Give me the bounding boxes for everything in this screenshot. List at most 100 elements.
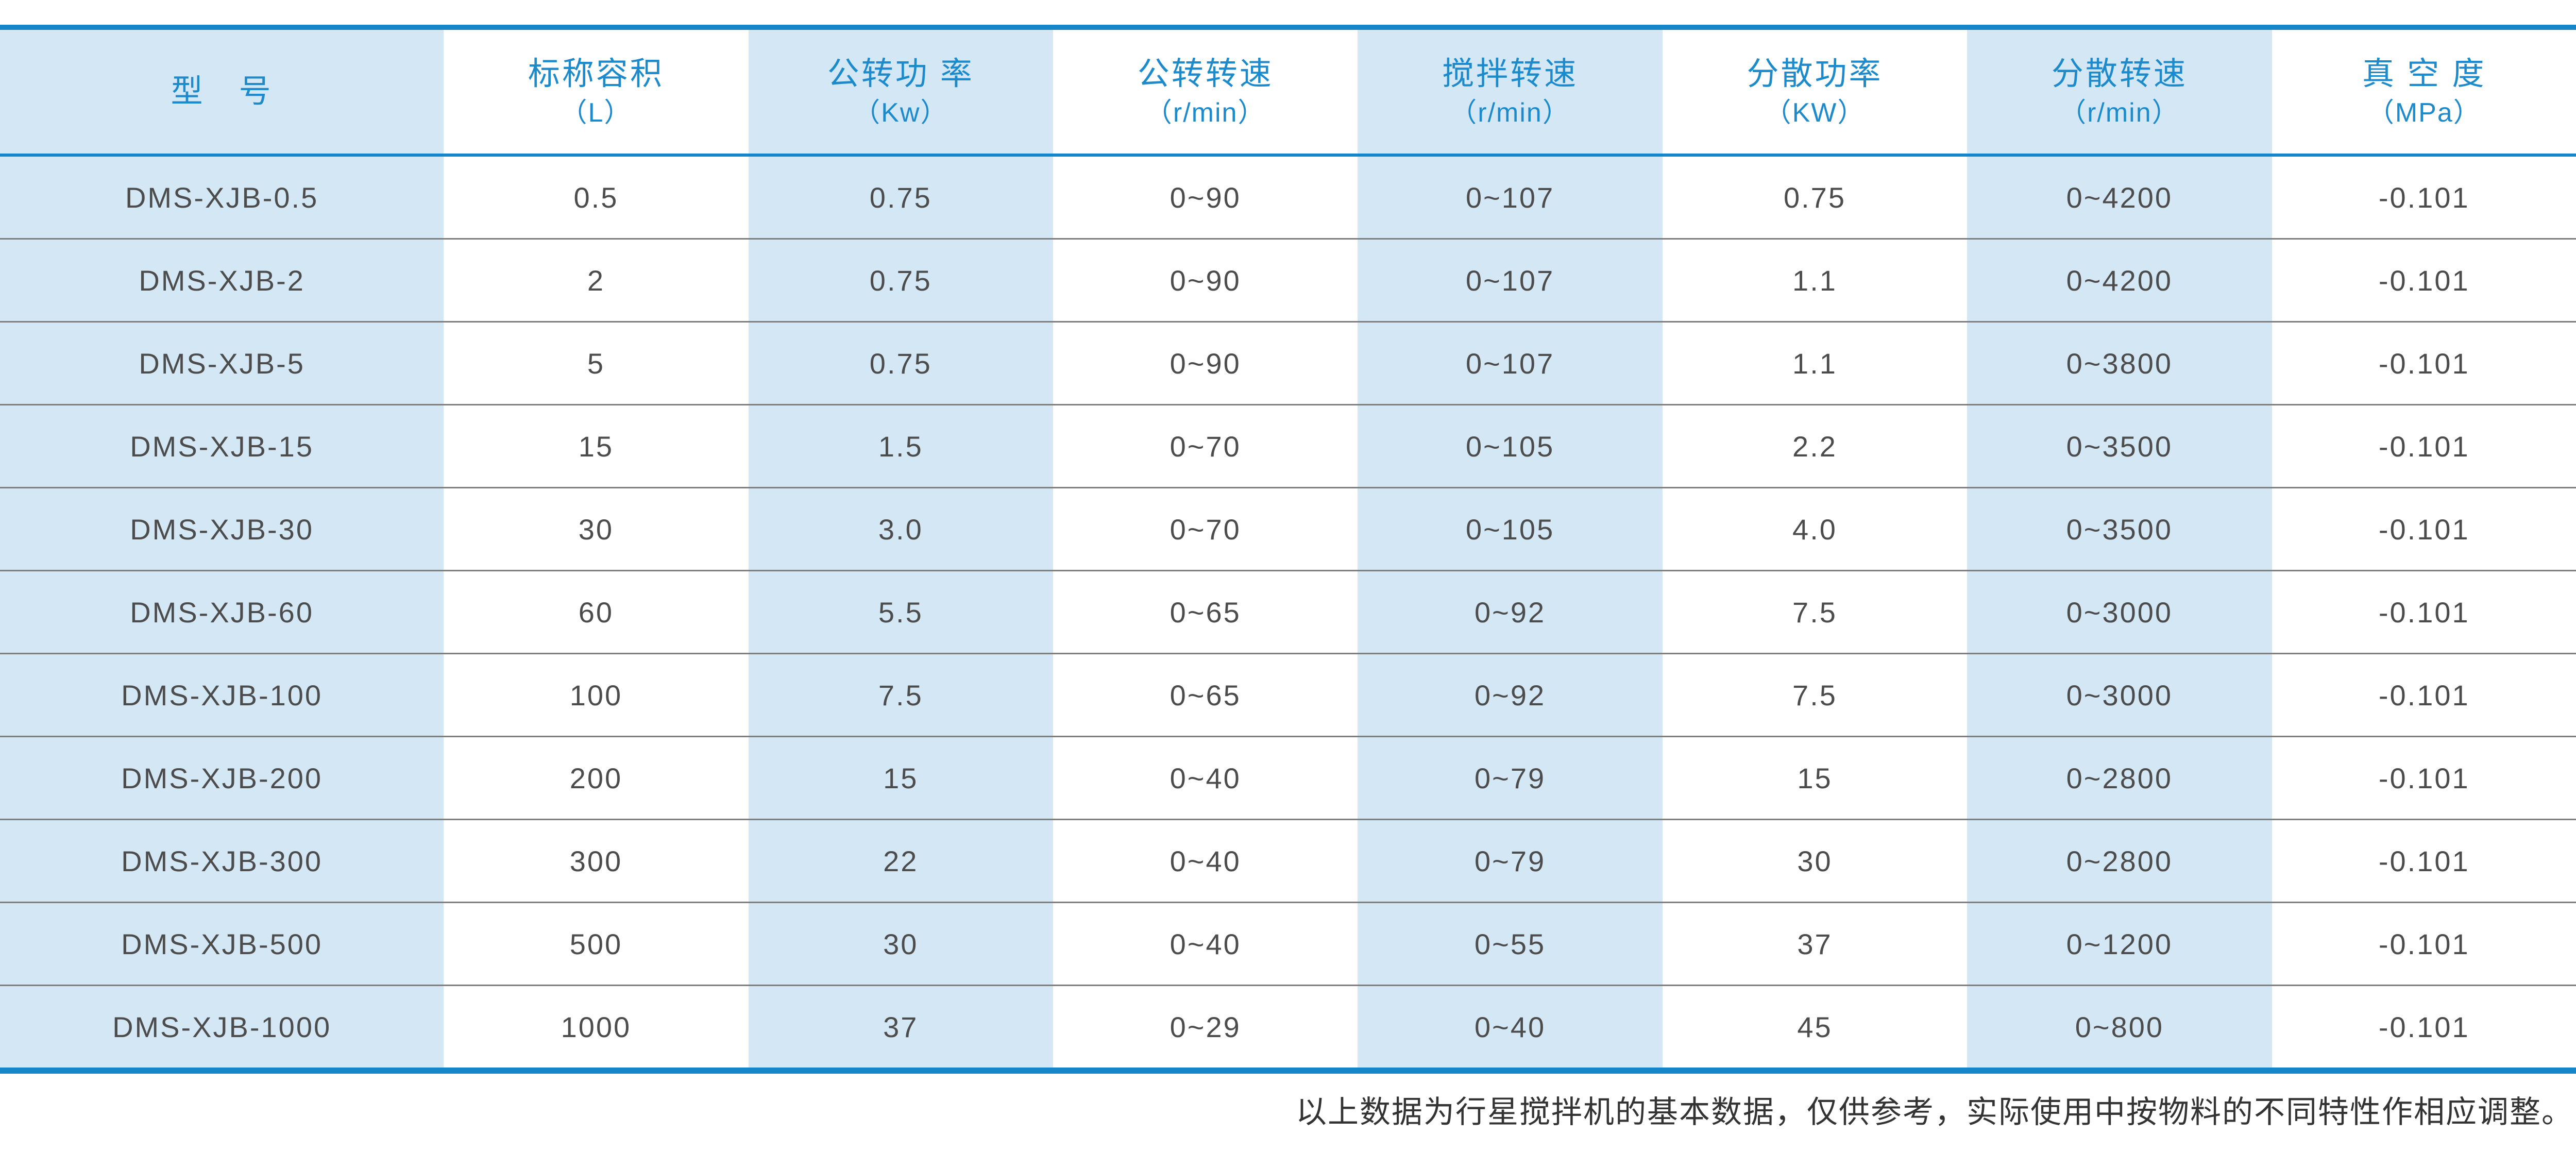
header-unit: （r/min） [2059,98,2180,128]
value-cell: 4.0 [1662,487,1968,571]
value-cell: 0~92 [1358,570,1663,654]
value-cell: 22 [748,819,1053,903]
header-cell-6: 分散转速 （r/min） [1967,27,2272,157]
value-cell: 0.75 [1662,155,1968,239]
value-cell: 1.5 [748,404,1053,488]
value-cell: 1000 [444,985,749,1071]
value-cell: -0.101 [2272,321,2576,405]
value-cell: 0~3500 [1967,404,2272,488]
value-cell: 0~2800 [1967,736,2272,820]
header-unit: （r/min） [1145,98,1266,128]
value-cell: 0~3000 [1967,653,2272,737]
value-cell: 3.0 [748,487,1053,571]
value-cell: 0~90 [1053,321,1358,405]
value-cell: 2 [444,238,749,322]
value-cell: 0.5 [444,155,749,239]
value-cell: 0~1200 [1967,902,2272,986]
header-cell-0: 型 号 [0,27,444,157]
value-cell: 30 [444,487,749,571]
value-cell: 0~2800 [1967,819,2272,903]
table-row-8: DMS-XJB-300 300 22 0~40 0~79 30 0~2800 -0.101 [0,819,2576,903]
table-row-1: DMS-XJB-2 2 0.75 0~90 0~107 1.1 0~4200 -0.101 [0,238,2576,322]
value-cell: 15 [444,404,749,488]
table-row-0: DMS-XJB-0.5 0.5 0.75 0~90 0~107 0.75 0~4200 -0.… [0,155,2576,239]
spec-table-body: DMS-XJB-0.5 0.5 0.75 0~90 0~107 0.75 0~4200 -0.… [0,155,2576,1071]
value-cell: 0~800 [1967,985,2272,1071]
header-title: 型 号 [171,74,273,110]
table-row-6: DMS-XJB-100 100 7.5 0~65 0~92 7.5 0~3000 -0.101 [0,653,2576,737]
header-title: 分散功率 [1747,56,1883,92]
table-row-9: DMS-XJB-500 500 30 0~40 0~55 37 0~1200 -0.101 [0,902,2576,986]
table-row-2: DMS-XJB-5 5 0.75 0~90 0~107 1.1 0~3800 -0.101 [0,321,2576,405]
value-cell: 0~107 [1358,321,1663,405]
value-cell: 0~3500 [1967,487,2272,571]
value-cell: 0~29 [1053,985,1358,1071]
value-cell: 0~105 [1358,404,1663,488]
value-cell: 0~90 [1053,238,1358,322]
value-cell: -0.101 [2272,902,2576,986]
value-cell: 0~92 [1358,653,1663,737]
value-cell: -0.101 [2272,404,2576,488]
model-cell: DMS-XJB-100 [0,653,444,737]
table-row-7: DMS-XJB-200 200 15 0~40 0~79 15 0~2800 -0.101 [0,736,2576,820]
table-row-10: DMS-XJB-1000 1000 37 0~29 0~40 45 0~800 -0.101 [0,985,2576,1071]
model-cell: DMS-XJB-200 [0,736,444,820]
model-cell: DMS-XJB-15 [0,404,444,488]
value-cell: 0~90 [1053,155,1358,239]
value-cell: 2.2 [1662,404,1968,488]
table-row-4: DMS-XJB-30 30 3.0 0~70 0~105 4.0 0~3500 -0.101 [0,487,2576,571]
value-cell: 60 [444,570,749,654]
value-cell: 0~40 [1053,736,1358,820]
value-cell: 1.1 [1662,321,1968,405]
value-cell: 15 [1662,736,1968,820]
header-cell-2: 公转功 率 （Kw） [748,27,1053,157]
header-title: 公转转速 [1137,56,1274,92]
value-cell: 37 [1662,902,1968,986]
value-cell: 0.75 [748,321,1053,405]
value-cell: -0.101 [2272,736,2576,820]
header-unit: （KW） [1764,98,1866,128]
value-cell: 100 [444,653,749,737]
value-cell: 0~40 [1053,902,1358,986]
header-title: 真 空 度 [2362,56,2486,92]
model-cell: DMS-XJB-2 [0,238,444,322]
value-cell: 7.5 [748,653,1053,737]
header-unit: （Kw） [853,98,948,128]
value-cell: 0~40 [1053,819,1358,903]
value-cell: 0~65 [1053,653,1358,737]
header-cell-7: 真 空 度 （MPa） [2272,27,2576,157]
header-cell-4: 搅拌转速 （r/min） [1358,27,1663,157]
table-row-3: DMS-XJB-15 15 1.5 0~70 0~105 2.2 0~3500 -0.101 [0,404,2576,488]
value-cell: 7.5 [1662,653,1968,737]
value-cell: 0~107 [1358,155,1663,239]
model-cell: DMS-XJB-300 [0,819,444,903]
value-cell: 0~4200 [1967,155,2272,239]
value-cell: 45 [1662,985,1968,1071]
value-cell: -0.101 [2272,487,2576,571]
header-title: 分散转速 [2051,56,2188,92]
value-cell: -0.101 [2272,653,2576,737]
header-unit: （r/min） [1450,98,1570,128]
header-unit: （MPa） [2367,98,2481,128]
value-cell: 30 [1662,819,1968,903]
model-cell: DMS-XJB-5 [0,321,444,405]
value-cell: 7.5 [1662,570,1968,654]
value-cell: -0.101 [2272,819,2576,903]
value-cell: 0.75 [748,155,1053,239]
value-cell: -0.101 [2272,985,2576,1071]
value-cell: -0.101 [2272,570,2576,654]
value-cell: 37 [748,985,1053,1071]
value-cell: -0.101 [2272,155,2576,239]
value-cell: 0~3000 [1967,570,2272,654]
value-cell: 0~70 [1053,487,1358,571]
value-cell: 500 [444,902,749,986]
header-cell-3: 公转转速 （r/min） [1053,27,1358,157]
value-cell: 200 [444,736,749,820]
model-cell: DMS-XJB-30 [0,487,444,571]
value-cell: 0~3800 [1967,321,2272,405]
value-cell: -0.101 [2272,238,2576,322]
model-cell: DMS-XJB-500 [0,902,444,986]
header-title: 搅拌转速 [1442,56,1579,92]
value-cell: 30 [748,902,1053,986]
